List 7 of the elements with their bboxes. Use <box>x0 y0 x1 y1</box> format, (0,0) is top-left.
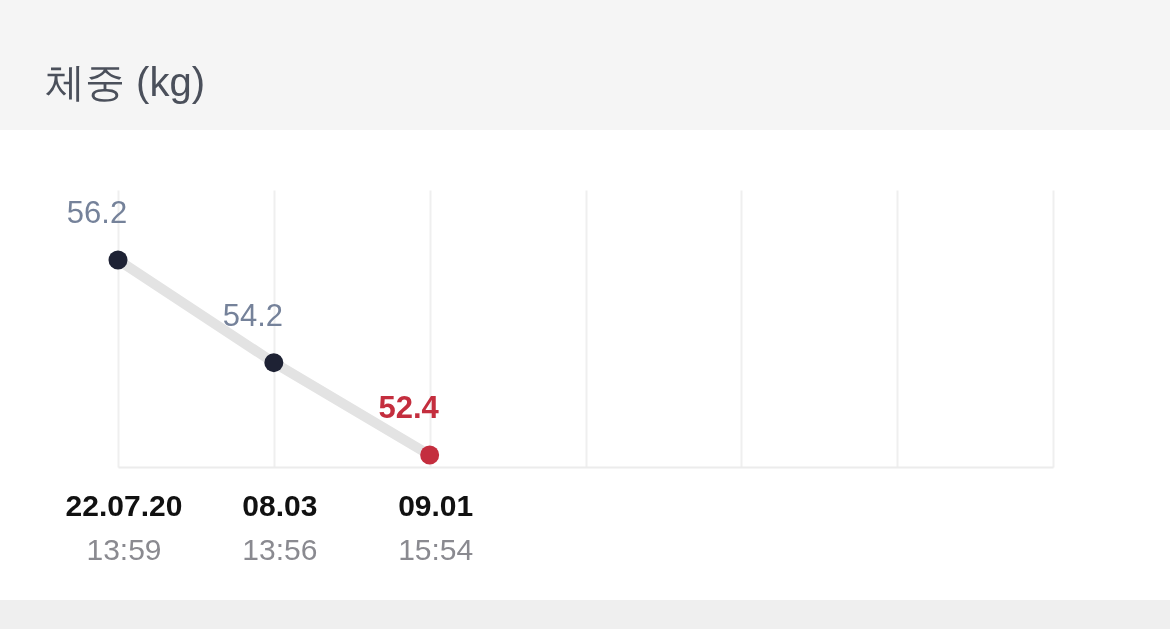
category-label: 08.03 13:56 <box>242 489 318 566</box>
category-label: 22.07.20 13:59 <box>65 489 183 566</box>
chart-title: 체중 (kg) <box>45 60 205 104</box>
data-label: 54.2 <box>222 297 284 333</box>
data-label: 56.2 <box>66 195 128 231</box>
category-label: 09.01 15:54 <box>398 489 474 566</box>
data-label: 52.4 <box>378 390 440 426</box>
